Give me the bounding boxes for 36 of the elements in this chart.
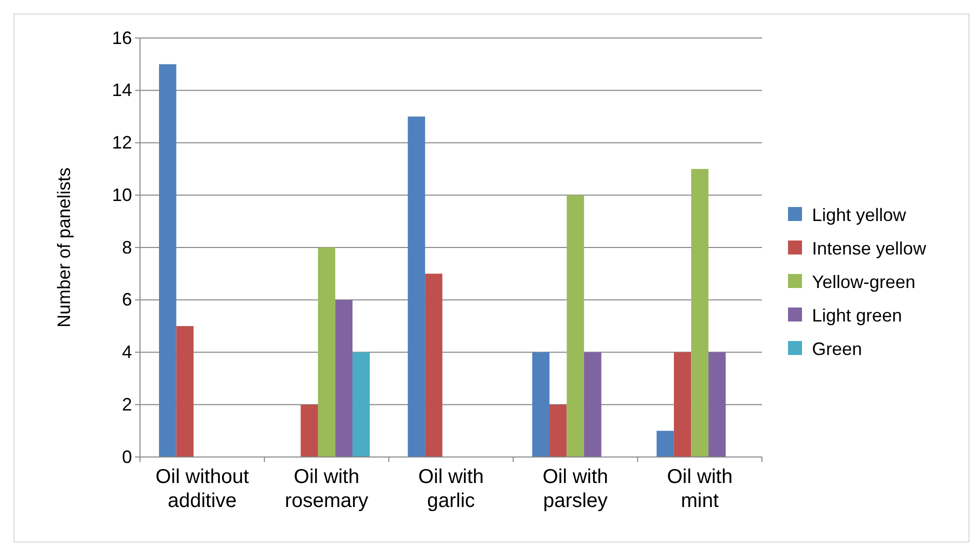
bar — [584, 352, 602, 457]
legend-label: Light green — [812, 306, 902, 326]
y-tick-label: 16 — [112, 28, 132, 48]
bar — [425, 274, 442, 457]
bar — [674, 352, 692, 457]
bar — [532, 352, 550, 457]
bar — [159, 64, 176, 457]
bar — [549, 404, 567, 457]
legend-label: Light yellow — [812, 205, 908, 225]
bar — [318, 248, 336, 457]
bar — [300, 404, 318, 457]
bar — [335, 300, 353, 457]
x-tick-label: Oil with rosemary — [284, 466, 368, 512]
bar — [656, 430, 674, 457]
y-tick-label: 6 — [122, 290, 132, 310]
y-tick-label: 10 — [112, 184, 132, 205]
bar — [708, 352, 726, 457]
y-axis-title: Number of panelists — [54, 167, 74, 328]
bar — [176, 326, 194, 457]
y-tick-label: 14 — [112, 80, 132, 100]
x-tick-label: Oil with mint — [667, 466, 733, 512]
x-tick-label: Oil with garlic — [418, 466, 484, 512]
y-tick-label: 8 — [122, 237, 132, 258]
y-tick-label: 2 — [122, 394, 132, 414]
bar — [352, 352, 370, 457]
y-tick-label: 0 — [122, 446, 132, 467]
bar — [566, 195, 584, 457]
legend-label: Green — [812, 339, 862, 359]
bar — [691, 168, 708, 457]
y-tick-label: 12 — [112, 132, 132, 153]
legend-label: Intense yellow — [812, 238, 928, 258]
legend-label: Yellow-green — [812, 272, 916, 292]
x-tick-label: Oil without additive — [156, 466, 250, 512]
x-tick-label: Oil with parsley — [542, 466, 608, 512]
y-tick-label: 4 — [122, 342, 132, 362]
bar — [408, 116, 426, 457]
